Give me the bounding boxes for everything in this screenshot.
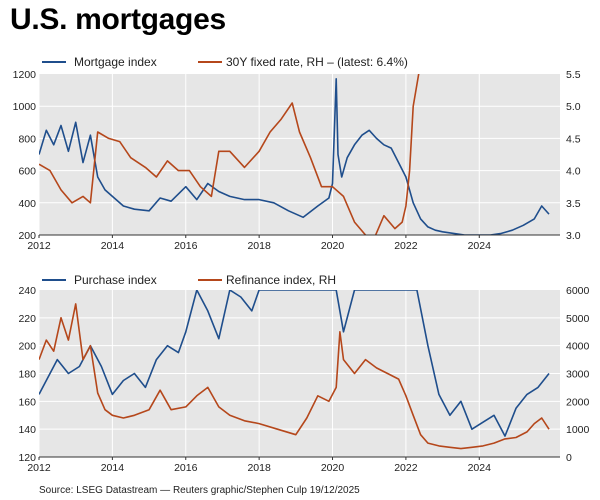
plot-area-1 (39, 74, 560, 235)
x-tick-label: 2012 (27, 462, 51, 474)
legend-label: Refinance index, RH (226, 273, 336, 287)
right-tick-label: 4.5 (566, 133, 581, 145)
right-tick-label: 2000 (566, 396, 590, 408)
x-tick-label: 2014 (101, 240, 125, 252)
right-tick-label: 5.0 (566, 101, 581, 113)
left-tick-label: 240 (18, 285, 36, 297)
x-tick-label: 2012 (27, 240, 51, 252)
left-tick-label: 180 (18, 369, 36, 381)
legend-label: Mortgage index (74, 55, 157, 69)
x-tick-label: 2018 (247, 240, 271, 252)
x-tick-label: 2024 (468, 240, 492, 252)
left-tick-label: 200 (18, 341, 36, 353)
series-line-refinance (39, 303, 550, 450)
x-tick-label: 2018 (247, 462, 271, 474)
page-title: U.S. mortgages (10, 3, 226, 36)
right-tick-label: 0 (566, 452, 572, 464)
x-tick-label: 2020 (321, 462, 345, 474)
left-tick-label: 800 (18, 133, 36, 145)
left-tick-label: 140 (18, 424, 36, 436)
left-tick-label: 600 (18, 166, 36, 178)
series-line-purchase (39, 290, 550, 437)
x-tick-label: 2020 (321, 240, 345, 252)
x-tick-label: 2016 (174, 462, 198, 474)
left-tick-label: 1200 (13, 69, 37, 81)
right-tick-label: 3000 (566, 369, 590, 381)
right-tick-label: 3.0 (566, 230, 581, 242)
right-tick-label: 5000 (566, 313, 590, 325)
series-line-30y (39, 74, 420, 235)
left-tick-label: 400 (18, 198, 36, 210)
right-tick-label: 4.0 (566, 166, 581, 178)
legend-label: Purchase index (74, 273, 157, 287)
right-tick-label: 3.5 (566, 198, 581, 210)
x-tick-label: 2022 (394, 462, 418, 474)
x-tick-label: 2014 (101, 462, 125, 474)
right-tick-label: 1000 (566, 424, 590, 436)
right-tick-label: 6000 (566, 285, 590, 297)
source-note: Source: LSEG Datastream — Reuters graphi… (39, 485, 360, 496)
left-tick-label: 220 (18, 313, 36, 325)
x-tick-label: 2016 (174, 240, 198, 252)
left-tick-label: 120 (18, 452, 36, 464)
left-tick-label: 1000 (13, 101, 37, 113)
x-tick-label: 2022 (394, 240, 418, 252)
legend-label: 30Y fixed rate, RH – (latest: 6.4%) (226, 55, 408, 69)
series-line-mortgage (39, 78, 550, 235)
left-tick-label: 200 (18, 230, 36, 242)
right-tick-label: 4000 (566, 341, 590, 353)
x-tick-label: 2024 (468, 462, 492, 474)
right-tick-label: 5.5 (566, 69, 581, 81)
left-tick-label: 160 (18, 396, 36, 408)
